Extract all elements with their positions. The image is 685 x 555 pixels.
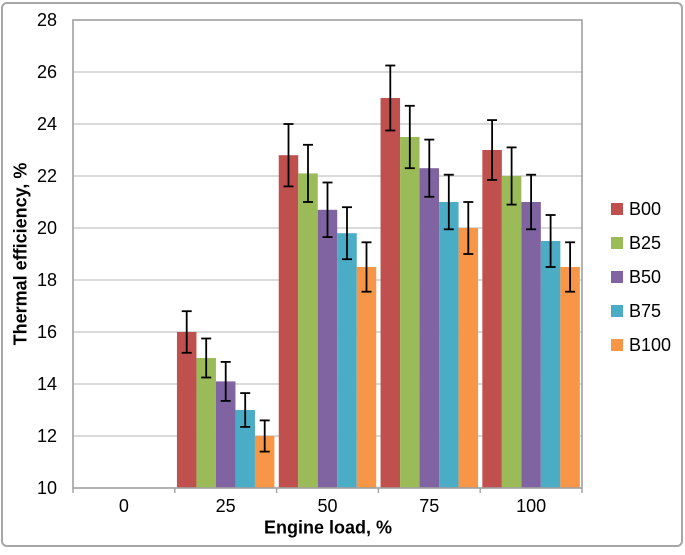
bar-b00-load-100 [482, 150, 502, 488]
legend-item-b75: B75 [611, 299, 671, 323]
y-tick-label: 18 [37, 270, 57, 290]
legend-swatch-b50 [611, 271, 623, 283]
bar-b75-load-50 [337, 233, 357, 488]
y-tick-label: 16 [37, 322, 57, 342]
bar-b100-load-25 [254, 436, 275, 488]
bar-b50-load-100 [521, 202, 541, 488]
x-tick-label: 100 [516, 496, 546, 516]
legend-label: B100 [629, 335, 672, 355]
plot-border [72, 19, 583, 489]
legend-swatch-b00 [611, 203, 623, 215]
y-tick-label: 14 [37, 374, 57, 394]
legend-label: B00 [629, 199, 662, 219]
bar-b75-load-25 [235, 410, 255, 488]
x-tick-label: 75 [419, 496, 439, 516]
bar-b00-load-75 [380, 98, 401, 488]
legend-item-b00: B00 [611, 197, 671, 221]
bar-b100-load-75 [458, 228, 479, 488]
legend-label: B75 [629, 301, 662, 321]
legend-item-b100: B100 [611, 333, 671, 357]
bar-b00-load-50 [278, 155, 299, 488]
bar-b25-load-25 [196, 358, 216, 488]
x-tick-label: 0 [119, 496, 129, 516]
bar-b75-load-75 [439, 202, 459, 488]
y-tick-label: 22 [37, 166, 57, 186]
legend-label: B50 [629, 267, 662, 287]
y-tick-label: 24 [37, 114, 57, 134]
bar-b00-load-25 [176, 332, 197, 488]
legend-swatch-b100 [611, 339, 623, 351]
bar-b25-load-100 [501, 176, 522, 488]
bar-b50-load-75 [419, 168, 440, 488]
legend-label: B25 [629, 233, 662, 253]
bar-b50-load-25 [215, 381, 236, 488]
legend-item-b50: B50 [611, 265, 671, 289]
bar-b25-load-75 [400, 137, 420, 488]
legend-swatch-b75 [611, 305, 623, 317]
y-tick-label: 12 [37, 426, 57, 446]
legend: B00 B25 B50 B75 B100 [611, 197, 671, 367]
bar-b25-load-50 [298, 173, 318, 488]
x-tick-label: 25 [216, 496, 236, 516]
legend-item-b25: B25 [611, 231, 671, 255]
x-axis-title: Engine load, % [263, 517, 393, 538]
y-tick-label: 10 [37, 478, 57, 498]
y-tick-label: 28 [37, 10, 57, 30]
bar-b100-load-50 [356, 267, 377, 488]
y-tick-label: 20 [37, 218, 57, 238]
x-tick-label: 50 [317, 496, 337, 516]
bar-b50-load-50 [317, 209, 338, 489]
legend-swatch-b25 [611, 237, 623, 249]
y-axis-title: Thermal efficiency, % [10, 162, 31, 346]
bar-b75-load-100 [540, 241, 561, 488]
bar-b100-load-100 [560, 267, 580, 488]
y-tick-label: 26 [37, 62, 57, 82]
